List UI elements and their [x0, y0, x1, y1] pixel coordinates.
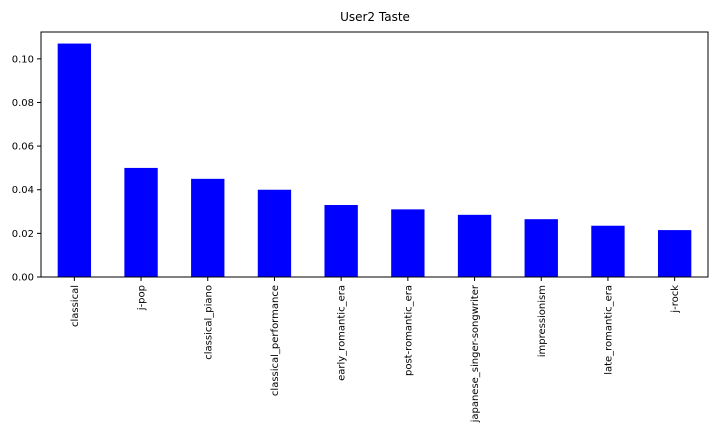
x-tick-label: japanese_singer-songwriter [470, 284, 481, 423]
x-tick-label: j-rock [670, 285, 681, 314]
bar-j-rock [657, 230, 692, 277]
x-tick-label: classical_piano [203, 285, 214, 360]
y-tick-label: 0.06 [12, 142, 34, 153]
x-tick-label: j-pop [137, 285, 148, 311]
y-tick-label: 0.08 [12, 98, 34, 109]
bar-impressionism [524, 219, 558, 277]
x-axis: classical j-pop classical_piano classical_p… [70, 277, 681, 423]
bar-post-romantic_era [391, 209, 425, 277]
x-tick-label: classical_performance [270, 285, 281, 396]
y-tick-label: 0.00 [12, 273, 34, 284]
bar-classical_performance [257, 189, 292, 277]
x-tick-label: early_romantic_era [337, 285, 348, 381]
y-tick-label: 0.02 [12, 229, 34, 240]
bar-early_romantic_era [324, 205, 358, 277]
y-axis: 0.00 0.02 0.04 0.06 0.08 0.10 [12, 54, 41, 284]
x-tick-label: classical [70, 285, 81, 327]
bar-late_romantic_era [591, 225, 625, 277]
x-tick-label: impressionism [537, 285, 548, 357]
y-tick-label: 0.04 [12, 185, 34, 196]
plot-frame [40, 31, 709, 278]
x-tick-label: post-romantic_era [403, 285, 414, 376]
chart-title: User2 Taste [340, 10, 410, 24]
bars-group [57, 43, 692, 278]
bar-j-pop [124, 167, 158, 277]
bar-classical_piano [191, 178, 225, 277]
y-tick-label: 0.10 [12, 54, 34, 65]
bar-japanese_singer-songwriter [457, 214, 492, 277]
x-tick-label: late_romantic_era [603, 285, 614, 375]
bar-classical [57, 43, 92, 278]
